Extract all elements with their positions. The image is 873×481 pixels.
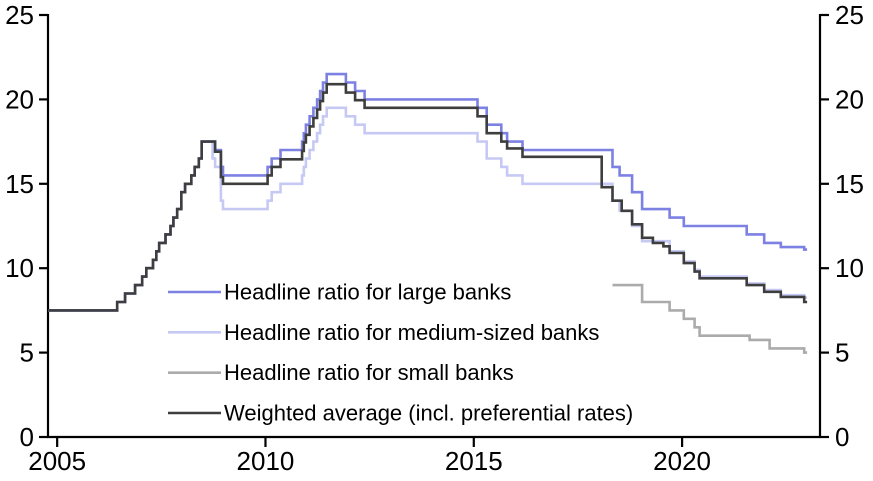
x-tick-label-2020: 2020 [653,446,711,476]
legend-item-large-banks: Headline ratio for large banks [168,280,511,305]
y-tick-label-right-25: 25 [835,0,864,30]
y-tick-label-right-15: 15 [835,169,864,199]
y-tick-label-left-20: 20 [5,84,34,114]
y-tick-label-right-5: 5 [835,338,849,368]
series-line-small-banks [612,283,808,354]
series-line-weighted-average [48,82,808,312]
y-tick-label-left-25: 25 [5,0,34,30]
y-tick-label-left-15: 15 [5,169,34,199]
y-tick-label-left-10: 10 [5,253,34,283]
legend-label-small-banks: Headline ratio for small banks [224,360,514,385]
legend-item-small-banks: Headline ratio for small banks [168,360,514,385]
x-tick-label-2015: 2015 [445,446,503,476]
y-tick-label-left-5: 5 [20,338,34,368]
legend-item-weighted-average: Weighted average (incl. preferential rat… [168,401,633,426]
y-tick-label-left-0: 0 [20,422,34,452]
y-tick-label-right-0: 0 [835,422,849,452]
y-tick-label-right-10: 10 [835,253,864,283]
x-tick-label-2010: 2010 [237,446,295,476]
y-tick-label-right-20: 20 [835,84,864,114]
x-tick-label-2005: 2005 [28,446,86,476]
legend-label-weighted-average: Weighted average (incl. preferential rat… [224,401,633,426]
legend-item-medium-banks: Headline ratio for medium-sized banks [168,320,599,345]
legend-label-medium-banks: Headline ratio for medium-sized banks [224,320,599,345]
axes [39,13,829,447]
legend-label-large-banks: Headline ratio for large banks [224,280,511,305]
legend: Headline ratio for large banks Headline r… [168,280,633,426]
